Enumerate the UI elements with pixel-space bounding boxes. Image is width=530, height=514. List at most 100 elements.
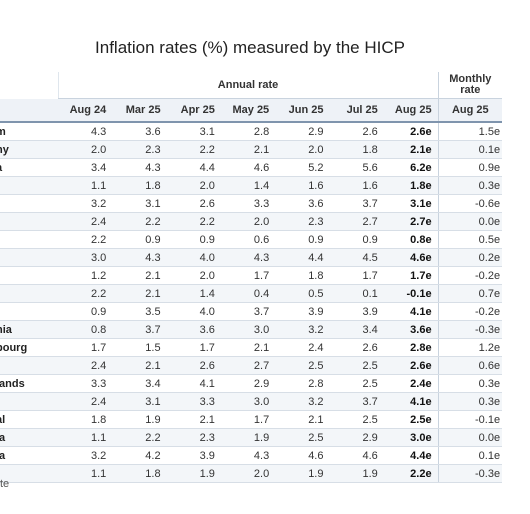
table-row: 3.0 4.3 4.0 4.3 4.4 4.5 4.6e 0.2e <box>0 248 503 267</box>
group-header-blank <box>0 72 58 99</box>
annual-rate-cell: 4.3 <box>220 446 276 465</box>
annual-rate-cell: 1.2 <box>58 266 113 285</box>
annual-rate-cell: 3.2 <box>275 392 330 411</box>
monthly-rate-cell: 1.5e <box>437 122 503 141</box>
annual-rate-cell: 2.2 <box>58 230 113 249</box>
table-row: l1.11.81.92.01.91.92.2e-0.3e <box>0 464 503 483</box>
table-row: 2.4 2.2 2.2 2.0 2.3 2.7 2.7e 0.0e <box>0 212 503 231</box>
annual-rate-cell: 2.5 <box>275 356 330 375</box>
annual-rate-cell: 3.3 <box>166 392 221 411</box>
group-header-row: Annual rate Monthly rate <box>0 72 503 99</box>
annual-rate-cell: 2.4 <box>58 212 113 231</box>
annual-rate-cell: 5.6 <box>329 158 384 177</box>
annual-rate-cell: 3.1 <box>112 194 167 213</box>
hicp-table-wrapper: Annual rate Monthly rate Aug 24 Mar 25 A… <box>0 72 503 483</box>
annual-rate-cell: 1.1 <box>58 428 113 447</box>
annual-rate-cell: 4.1 <box>166 374 221 393</box>
table-row: nia0.83.73.63.03.23.43.6e-0.3e <box>0 320 503 339</box>
annual-rate-cell: 2.8e <box>383 338 439 357</box>
annual-rate-cell: 2.1 <box>112 266 167 285</box>
annual-rate-cell: 4.3 <box>58 122 113 141</box>
monthly-rate-cell: 0.2e <box>437 248 503 267</box>
annual-rate-cell: 3.7 <box>112 320 167 339</box>
monthly-rate-line2: rate <box>460 84 481 96</box>
annual-rate-cell: 0.8e <box>383 230 439 249</box>
table-row: 2.2 2.1 1.4 0.4 0.5 0.1 -0.1e 0.7e <box>0 284 503 303</box>
country-name <box>0 266 58 285</box>
annual-rate-cell: 4.3 <box>112 158 167 177</box>
monthly-rate-cell: 0.9e <box>437 158 503 177</box>
country-name: lands <box>0 374 58 393</box>
annual-rate-cell: 3.0 <box>220 320 276 339</box>
annual-rate-cell: 4.1e <box>383 392 439 411</box>
annual-rate-cell: 2.8 <box>275 374 330 393</box>
annual-rate-cell: 2.2 <box>112 212 167 231</box>
annual-rate-cell: 3.9 <box>275 302 330 321</box>
annual-rate-cell: 3.4 <box>58 158 113 177</box>
column-header: Apr 25 <box>166 98 221 123</box>
annual-rate-cell: 2.4 <box>58 392 113 411</box>
annual-rate-cell: 2.6 <box>329 338 384 357</box>
annual-rate-cell: 2.1 <box>220 338 276 357</box>
country-name <box>0 356 58 375</box>
annual-rate-cell: 2.7 <box>329 212 384 231</box>
annual-rate-cell: 2.1 <box>220 140 276 159</box>
annual-rate-cell: 4.1e <box>383 302 439 321</box>
country-name <box>0 284 58 303</box>
annual-rate-cell: 0.1 <box>329 284 384 303</box>
annual-rate-cell: 3.6e <box>383 320 439 339</box>
annual-rate-cell: 2.9 <box>275 122 330 141</box>
annual-rate-cell: 4.5 <box>329 248 384 267</box>
table-row: ia1.12.22.31.92.52.93.0e0.0e <box>0 428 503 447</box>
monthly-rate-cell: -0.3e <box>437 320 503 339</box>
annual-rate-cell: 1.6 <box>275 176 330 195</box>
annual-rate-cell: 1.5 <box>112 338 167 357</box>
country-name <box>0 230 58 249</box>
annual-rate-cell: 1.6 <box>329 176 384 195</box>
annual-rate-cell: -0.1e <box>383 284 439 303</box>
annual-rate-cell: 1.7 <box>58 338 113 357</box>
annual-rate-cell: 0.9 <box>275 230 330 249</box>
country-name: m <box>0 122 58 141</box>
annual-rate-cell: 2.2 <box>166 140 221 159</box>
annual-rate-cell: 3.4 <box>112 374 167 393</box>
annual-rate-cell: 0.8 <box>58 320 113 339</box>
annual-rate-cell: 2.0 <box>220 212 276 231</box>
annual-rate-cell: 0.5 <box>275 284 330 303</box>
annual-rate-cell: 3.9 <box>166 446 221 465</box>
annual-rate-cell: 2.9 <box>220 374 276 393</box>
annual-rate-cell: 0.9 <box>329 230 384 249</box>
table-row: 1.1 1.8 2.0 1.4 1.6 1.6 1.8e 0.3e <box>0 176 503 195</box>
annual-rate-cell: 2.5 <box>275 428 330 447</box>
annual-rate-cell: 3.0 <box>58 248 113 267</box>
country-name <box>0 302 58 321</box>
annual-rate-cell: 0.6 <box>220 230 276 249</box>
annual-rate-cell: 2.4 <box>58 356 113 375</box>
annual-rate-header: Annual rate <box>57 72 439 99</box>
annual-rate-cell: 3.4 <box>329 320 384 339</box>
table-row: bourg1.71.51.72.12.42.62.8e1.2e <box>0 338 503 357</box>
annual-rate-cell: 2.5 <box>329 410 384 429</box>
monthly-rate-cell: 1.2e <box>437 338 503 357</box>
monthly-rate-cell: 0.1e <box>437 140 503 159</box>
column-header: Mar 25 <box>112 98 167 123</box>
monthly-rate-line1: Monthly <box>449 73 492 85</box>
country-name: ia <box>0 428 58 447</box>
column-header: May 25 <box>220 98 276 123</box>
monthly-rate-cell: 0.3e <box>437 176 503 195</box>
annual-rate-cell: 4.0 <box>166 248 221 267</box>
annual-rate-cell: 3.7 <box>220 302 276 321</box>
annual-rate-cell: 2.6 <box>166 356 221 375</box>
column-header: Jul 25 <box>329 98 384 123</box>
annual-rate-cell: 5.2 <box>275 158 330 177</box>
country-name: bourg <box>0 338 58 357</box>
annual-rate-cell: 2.2 <box>166 212 221 231</box>
annual-rate-cell: 1.1 <box>58 176 113 195</box>
annual-rate-cell: 2.9 <box>329 428 384 447</box>
annual-rate-cell: 1.8 <box>112 464 167 483</box>
annual-rate-cell: 0.9 <box>166 230 221 249</box>
annual-rate-cell: 1.8 <box>112 176 167 195</box>
annual-rate-cell: 1.9 <box>329 464 384 483</box>
annual-rate-cell: 4.6e <box>383 248 439 267</box>
annual-rate-cell: 3.2 <box>58 194 113 213</box>
